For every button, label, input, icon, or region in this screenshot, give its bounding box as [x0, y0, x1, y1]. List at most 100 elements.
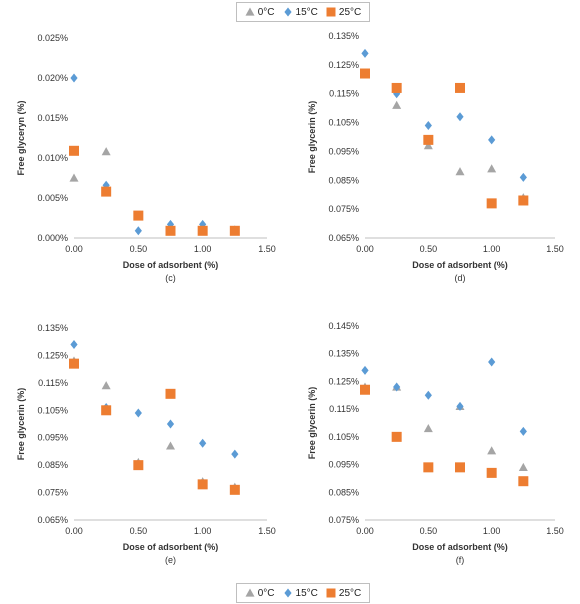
panel-label: (d) — [455, 273, 466, 283]
data-point — [423, 141, 433, 150]
y-axis-title: Free glyceryn (%) — [16, 100, 26, 175]
legend-marker — [326, 7, 336, 17]
legend-item-triangle: 0°C — [245, 7, 275, 18]
y-tick-label: 0.075% — [37, 488, 68, 498]
y-tick-label: 0.145% — [328, 321, 359, 331]
x-tick-label: 1.00 — [194, 526, 212, 536]
x-tick-label: 1.50 — [546, 244, 564, 254]
y-tick-label: 0.135% — [37, 323, 68, 333]
chart-panel: 0.000% 0.005% 0.010% 0.015% 0.020% 0.025% 0.00… — [16, 33, 276, 283]
y-tick-label: 0.025% — [37, 33, 68, 43]
x-tick-label: 0.00 — [356, 244, 374, 254]
y-tick-label: 0.015% — [37, 113, 68, 123]
data-point — [455, 167, 465, 176]
data-point — [360, 384, 370, 395]
data-point — [423, 424, 433, 433]
x-tick-label: 1.50 — [258, 244, 276, 254]
x-axis-title: Dose of adsorbent (%) — [412, 542, 508, 552]
y-tick-label: 0.115% — [38, 378, 68, 388]
y-tick-label: 0.065% — [328, 233, 359, 243]
data-point — [518, 462, 528, 471]
y-tick-label: 0.115% — [329, 404, 359, 414]
square-marker-icon — [326, 588, 336, 598]
data-point — [70, 73, 78, 83]
data-point — [166, 419, 175, 429]
y-tick-label: 0.125% — [37, 350, 68, 360]
x-axis-title: Dose of adsorbent (%) — [123, 542, 219, 552]
y-tick-label: 0.125% — [328, 376, 359, 386]
square-marker-icon — [326, 7, 336, 17]
legend-marker — [326, 588, 336, 598]
triangle-marker-icon — [245, 7, 255, 16]
data-point — [101, 405, 112, 416]
data-point — [134, 226, 142, 236]
x-tick-label: 0.00 — [356, 526, 374, 536]
data-point — [423, 462, 434, 473]
y-tick-label: 0.105% — [328, 432, 359, 442]
chart-panel: 0.065% 0.075% 0.085% 0.095% 0.105% 0.115% 0.12… — [307, 31, 564, 283]
y-tick-label: 0.085% — [328, 487, 359, 497]
data-point — [391, 82, 402, 93]
data-point — [165, 225, 176, 236]
data-point — [134, 408, 142, 418]
y-tick-label: 0.005% — [37, 193, 68, 203]
legend-label: 25°C — [338, 6, 362, 18]
y-tick-label: 0.105% — [328, 118, 359, 128]
x-tick-label: 1.00 — [483, 526, 501, 536]
y-tick-label: 0.095% — [37, 433, 68, 443]
x-tick-label: 0.50 — [130, 526, 148, 536]
y-tick-label: 0.085% — [328, 175, 359, 185]
data-point — [101, 147, 111, 156]
panel-label: (f) — [456, 555, 465, 565]
data-point — [486, 467, 497, 478]
y-tick-label: 0.095% — [328, 146, 359, 156]
y-tick-label: 0.000% — [37, 233, 68, 243]
data-point — [69, 358, 79, 369]
x-tick-label: 0.00 — [65, 244, 83, 254]
data-point — [361, 48, 369, 58]
data-point — [456, 112, 464, 122]
y-tick-label: 0.105% — [37, 405, 68, 415]
x-tick-label: 1.50 — [546, 526, 564, 536]
data-point — [455, 462, 465, 473]
y-tick-label: 0.065% — [37, 515, 68, 525]
legend-label: 15°C — [295, 587, 318, 599]
legend-item-diamond: 15°C — [283, 7, 318, 18]
y-axis-title: Free glycerin (%) — [307, 387, 317, 460]
data-point — [518, 476, 529, 487]
data-point — [166, 441, 175, 450]
data-point — [70, 339, 78, 349]
data-point — [519, 172, 527, 182]
data-point — [393, 382, 401, 392]
y-tick-label: 0.135% — [328, 31, 359, 41]
x-tick-label: 0.50 — [420, 244, 438, 254]
legend-item-diamond: 15°C — [283, 588, 318, 599]
data-point — [229, 484, 240, 495]
data-point — [231, 449, 239, 459]
legend-label: 0°C — [257, 587, 275, 599]
legend-label: 15°C — [295, 6, 318, 18]
y-tick-label: 0.020% — [37, 73, 68, 83]
data-point — [101, 186, 112, 197]
data-point — [518, 195, 529, 206]
data-point — [133, 210, 144, 221]
data-point — [199, 438, 207, 448]
data-point — [361, 365, 369, 375]
legend-marker — [283, 7, 292, 17]
data-point — [69, 173, 79, 182]
y-tick-label: 0.010% — [37, 153, 68, 163]
data-point — [392, 100, 402, 109]
data-point — [487, 164, 497, 173]
data-point — [456, 401, 464, 411]
panel-label: (e) — [165, 555, 176, 565]
data-point — [165, 388, 176, 399]
data-point — [133, 460, 144, 471]
y-axis-title: Free glycerin (%) — [307, 101, 317, 174]
data-point — [423, 134, 434, 145]
y-tick-label: 0.085% — [37, 460, 68, 470]
triangle-marker-icon — [245, 588, 255, 597]
legend-bottom: 0°C 15°C 25°C — [236, 583, 370, 603]
legend-item-square: 25°C — [326, 7, 361, 18]
data-point — [455, 82, 465, 93]
data-point — [101, 381, 111, 390]
